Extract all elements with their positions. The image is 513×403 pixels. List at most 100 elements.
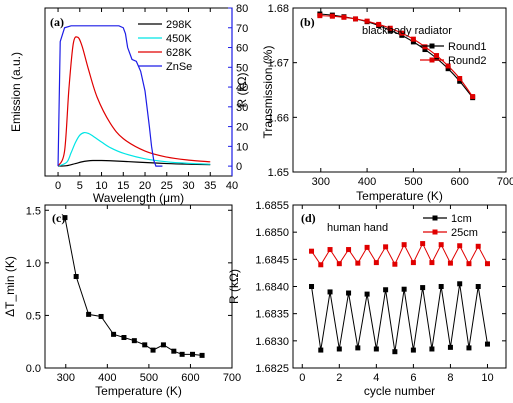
panel-d-data-point xyxy=(420,285,426,291)
panel-b-data-point xyxy=(434,53,440,59)
panel-b-y-tick-label: 1.68 xyxy=(268,3,289,15)
panel-b-data-point xyxy=(364,18,370,24)
panel-d-data-point xyxy=(438,284,444,289)
panel-c-data-point xyxy=(142,342,148,348)
panel-c-x-tick-label: 700 xyxy=(223,372,241,384)
panel-c-y-tick-label: 1.5 xyxy=(26,205,41,217)
panel-a-x-tick-label: 5 xyxy=(77,180,83,192)
panel-c-x-label: Temperature (K) xyxy=(95,384,182,398)
panel-d-y-tick-label: 1.6850 xyxy=(255,227,289,239)
panel-b-y-label: R (kΩ) xyxy=(235,73,249,108)
panel-d-y-tick-label: 1.6840 xyxy=(255,282,289,294)
panel-c-x-tick-label: 300 xyxy=(57,372,75,384)
panel-a-y-label: Emission (a.u.) xyxy=(9,52,23,132)
panel-d-y-label: R (kΩ) xyxy=(227,269,241,304)
panel-d-legend-marker xyxy=(432,229,438,235)
panel-d-data-point xyxy=(466,261,472,267)
panel-c-data-point xyxy=(62,215,68,221)
panel-d-x-tick-label: 4 xyxy=(373,372,379,384)
panel-a-series-line xyxy=(57,131,211,167)
panel-a-y2-tick-label: 30 xyxy=(236,102,248,114)
panel-a-legend-label: ZnSe xyxy=(166,61,192,73)
panel-d-data-point xyxy=(401,286,407,292)
panel-d-data-point xyxy=(410,347,416,353)
panel-b-x-label: Temperature (K) xyxy=(356,189,443,203)
panel-c-data-point xyxy=(121,335,127,341)
panel-d-data-point xyxy=(327,289,333,295)
panel-b-tag: (b) xyxy=(300,15,315,29)
panel-a-y2-tick-label: 10 xyxy=(236,141,248,153)
panel-a-y2-tick-label: 80 xyxy=(236,3,248,15)
panel-b-data-point xyxy=(445,63,451,69)
panel-b-legend-marker xyxy=(429,43,435,49)
panel-b-data-point xyxy=(329,13,335,19)
panel-a-x-tick-label: 40 xyxy=(226,180,238,192)
panel-d-y-tick-label: 1.6835 xyxy=(255,309,289,321)
panel-d-data-point xyxy=(383,244,389,250)
panel-b-x-tick-label: 600 xyxy=(451,176,469,188)
panel-d-legend-marker xyxy=(432,215,438,221)
panel-b-data-point xyxy=(353,16,359,22)
panel-a-series-line xyxy=(58,159,211,167)
panel-b-y-tick-label: 1.67 xyxy=(268,58,289,70)
panel-b-data-point xyxy=(410,36,416,42)
panel-d-x-tick-label: 10 xyxy=(481,372,493,384)
panel-d-x-tick-label: 0 xyxy=(299,372,305,384)
panel-a-y2-tick-label: 70 xyxy=(236,23,248,35)
panel-b-annotation: blackbody radiator xyxy=(362,25,452,37)
panel-d-data-point xyxy=(355,260,361,266)
panel-b-data-point xyxy=(422,44,428,50)
panel-a-x-tick-label: 35 xyxy=(204,180,216,192)
panel-d-data-point xyxy=(346,290,352,296)
panel-d-y-tick-label: 1.6845 xyxy=(255,254,289,266)
panel-c-data-point xyxy=(73,274,79,280)
panel-a-legend-label: 628K xyxy=(166,47,192,59)
panel-c-data-point xyxy=(111,331,117,337)
panel-c-data-point xyxy=(190,351,196,357)
panel-a-x-label: Wavelength (μm) xyxy=(93,191,184,205)
panel-b-x-tick-label: 700 xyxy=(497,176,513,188)
panel-a-x-tick-label: 20 xyxy=(139,180,151,192)
panel-d-x-tick-label: 6 xyxy=(410,372,416,384)
panel-a-y2-tick-label: 0 xyxy=(236,161,242,173)
panel-d-legend-label: 1cm xyxy=(451,213,472,225)
panel-b-data-point xyxy=(399,30,405,36)
panel-c-series-line xyxy=(64,217,203,356)
panel-b-plot-frame xyxy=(292,7,507,173)
panel-d-data-point xyxy=(429,260,435,266)
panel-b-data-point xyxy=(387,25,393,31)
panel-d-data-point xyxy=(309,248,315,254)
panel-b-data-point xyxy=(457,78,463,84)
panel-d-data-point xyxy=(364,244,370,250)
panel-d-data-point xyxy=(392,349,398,355)
panel-d-data-point xyxy=(346,247,352,253)
panel-d-data-point xyxy=(466,345,472,351)
panel-b-legend-label: Round1 xyxy=(448,41,487,53)
panel-b-data-point xyxy=(434,55,440,61)
panel-b-data-point xyxy=(422,47,428,53)
panel-d-data-point xyxy=(318,347,324,353)
panel-d-data-point xyxy=(447,344,453,350)
panel-d-tag: (d) xyxy=(301,211,316,225)
panel-a-legend-label: 298K xyxy=(166,19,192,31)
panel-d-data-point xyxy=(392,261,398,267)
panel-a-x-tick-label: 25 xyxy=(161,180,173,192)
panel-c-y-tick-label: 0.0 xyxy=(26,363,41,375)
panel-d-data-point xyxy=(336,346,342,352)
panel-b-x-tick-label: 300 xyxy=(312,176,330,188)
panel-c-x-tick-label: 500 xyxy=(140,372,158,384)
panel-c-plot-frame xyxy=(44,204,233,369)
panel-d-data-point xyxy=(318,262,324,268)
panel-c-data-point xyxy=(171,348,177,354)
panel-b-legend-marker xyxy=(429,57,435,63)
panel-a-series-line xyxy=(57,25,163,167)
panel-a-plot-frame xyxy=(44,7,233,177)
panel-a-y2-label: Transmission (%) xyxy=(261,46,275,139)
panel-d-data-point xyxy=(420,241,426,247)
panel-c-x-tick-label: 600 xyxy=(181,372,199,384)
panel-b-data-point xyxy=(410,39,416,45)
panel-b-data-point xyxy=(457,76,463,82)
panel-d-data-point xyxy=(438,242,444,248)
panel-d-data-point xyxy=(429,346,435,352)
panel-d-data-point xyxy=(336,261,342,267)
